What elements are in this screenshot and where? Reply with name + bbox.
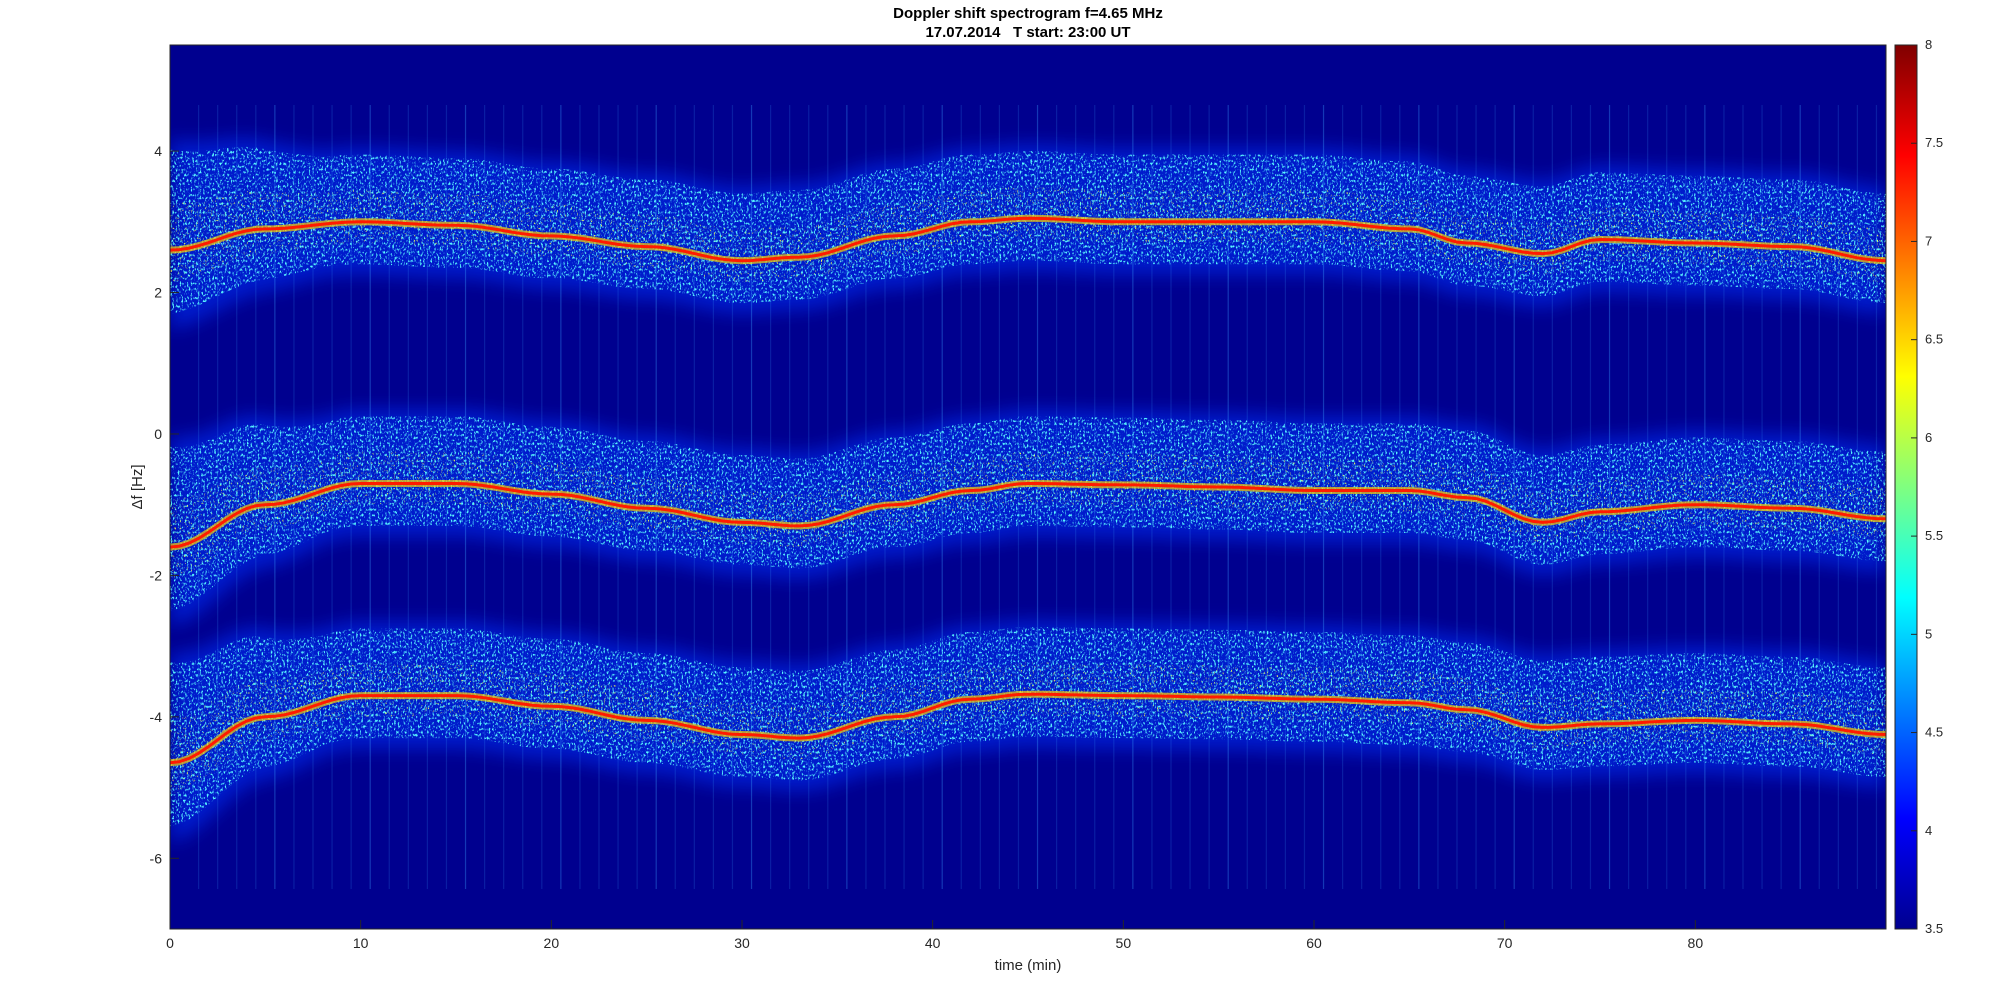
- colorbar-tick-label: 7: [1925, 233, 1932, 248]
- chart-subtitle: 17.07.2014 T start: 23:00 UT: [925, 24, 1130, 41]
- y-tick-label: -6: [150, 850, 163, 866]
- colorbar-tick-label: 3.5: [1925, 921, 1943, 936]
- colorbar-tick-label: 4.5: [1925, 725, 1943, 740]
- x-tick-label: 70: [1497, 935, 1513, 951]
- chart-title: Doppler shift spectrogram f=4.65 MHz: [893, 5, 1163, 22]
- x-tick-label: 10: [353, 935, 369, 951]
- x-tick-label: 40: [925, 935, 941, 951]
- colorbar-tick-label: 7.5: [1925, 135, 1943, 150]
- echo-bright-speckle: [170, 451, 1886, 579]
- x-tick-label: 20: [544, 935, 560, 951]
- y-tick-label: 0: [154, 426, 162, 442]
- x-tick-label: 60: [1306, 935, 1322, 951]
- echo-speckle-band: [170, 416, 1886, 611]
- x-tick-label: 0: [166, 935, 174, 951]
- colorbar-tick-label: 6: [1925, 430, 1932, 445]
- echo-speckle-band: [170, 627, 1886, 827]
- colorbar-tick-label: 5.5: [1925, 528, 1943, 543]
- x-tick-label: 30: [734, 935, 750, 951]
- x-axis-label: time (min): [995, 957, 1062, 974]
- colorbar-tick-label: 5: [1925, 626, 1932, 641]
- trace-line: [170, 692, 1886, 765]
- plot-area: [170, 45, 1886, 929]
- plot-frame: [169, 44, 1887, 930]
- echo-bright-speckle: [170, 662, 1886, 795]
- colorbar-tick-label: 4: [1925, 823, 1932, 838]
- y-tick-label: 2: [154, 285, 162, 301]
- colorbar-tick-label: 6.5: [1925, 332, 1943, 347]
- colorbar: [1894, 44, 1918, 930]
- y-tick-label: 4: [154, 143, 162, 159]
- colorbar-tick-label: 8: [1925, 37, 1932, 52]
- y-tick-label: -4: [150, 709, 163, 725]
- trace-line: [170, 482, 1886, 549]
- y-axis-label: Δf [Hz]: [129, 464, 146, 509]
- echo-bright-speckle: [170, 186, 1886, 282]
- x-tick-label: 50: [1116, 935, 1132, 951]
- trace-line: [170, 216, 1886, 263]
- x-tick-label: 80: [1688, 935, 1704, 951]
- y-tick-label: -2: [150, 567, 163, 583]
